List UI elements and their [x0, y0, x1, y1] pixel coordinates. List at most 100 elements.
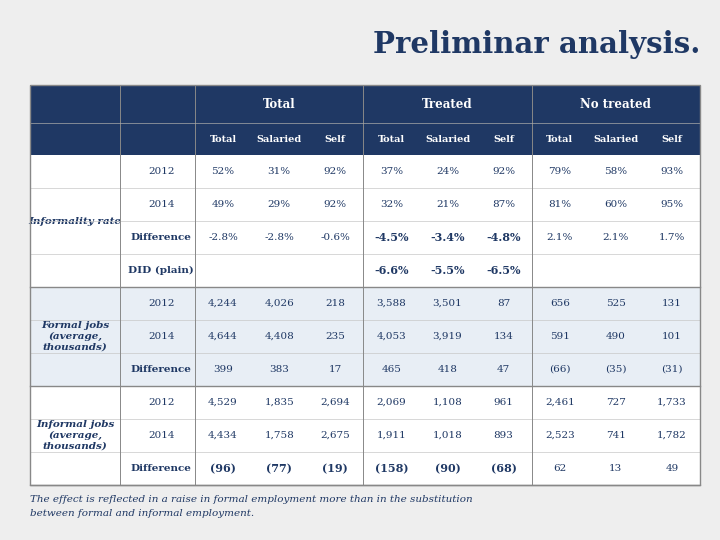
Text: 81%: 81%: [548, 200, 571, 209]
Text: 95%: 95%: [660, 200, 683, 209]
Text: 2,069: 2,069: [377, 398, 406, 407]
Text: 31%: 31%: [268, 167, 291, 176]
Text: Salaried: Salaried: [593, 134, 639, 144]
Text: -3.4%: -3.4%: [431, 232, 464, 243]
Text: 3,588: 3,588: [377, 299, 406, 308]
Text: Total: Total: [546, 134, 573, 144]
Text: (96): (96): [210, 463, 236, 474]
Text: 490: 490: [606, 332, 626, 341]
Text: 87: 87: [497, 299, 510, 308]
Text: Treated: Treated: [422, 98, 473, 111]
Text: 1,758: 1,758: [264, 431, 294, 440]
Text: 465: 465: [382, 365, 401, 374]
Text: Difference: Difference: [131, 365, 192, 374]
Text: 2012: 2012: [148, 299, 174, 308]
Text: 134: 134: [494, 332, 513, 341]
Text: 58%: 58%: [604, 167, 627, 176]
Bar: [30, 123, 700, 155]
Text: 4,244: 4,244: [208, 299, 238, 308]
Text: 1,782: 1,782: [657, 431, 687, 440]
Text: (19): (19): [323, 463, 348, 474]
Text: 893: 893: [494, 431, 513, 440]
Text: Preliminar analysis.: Preliminar analysis.: [373, 30, 700, 59]
Text: 2,694: 2,694: [320, 398, 350, 407]
Text: 4,529: 4,529: [208, 398, 238, 407]
Text: 656: 656: [550, 299, 570, 308]
Text: No treated: No treated: [580, 98, 652, 111]
Text: 1,835: 1,835: [264, 398, 294, 407]
Text: between formal and informal employment.: between formal and informal employment.: [30, 509, 254, 518]
Text: 21%: 21%: [436, 200, 459, 209]
Text: 92%: 92%: [324, 167, 347, 176]
Text: 1,733: 1,733: [657, 398, 687, 407]
Text: 79%: 79%: [548, 167, 571, 176]
Text: Informal jobs: Informal jobs: [36, 420, 114, 429]
Text: 418: 418: [438, 365, 457, 374]
Bar: [30, 85, 700, 485]
Text: 1,108: 1,108: [433, 398, 462, 407]
Text: 4,408: 4,408: [264, 332, 294, 341]
Text: 741: 741: [606, 431, 626, 440]
Text: (average,: (average,: [48, 332, 102, 341]
Text: (68): (68): [490, 463, 516, 474]
Text: 92%: 92%: [324, 200, 347, 209]
Text: 4,644: 4,644: [208, 332, 238, 341]
Bar: [30, 85, 700, 123]
Text: 49%: 49%: [212, 200, 235, 209]
Text: 13: 13: [609, 464, 623, 473]
Text: 727: 727: [606, 398, 626, 407]
Text: 62: 62: [553, 464, 567, 473]
Text: (77): (77): [266, 463, 292, 474]
Text: Difference: Difference: [131, 464, 192, 473]
Text: Difference: Difference: [131, 233, 192, 242]
Text: Self: Self: [325, 134, 346, 144]
Text: 1,911: 1,911: [377, 431, 406, 440]
Text: 17: 17: [328, 365, 342, 374]
Text: 3,501: 3,501: [433, 299, 462, 308]
Text: 961: 961: [494, 398, 513, 407]
Text: 383: 383: [269, 365, 289, 374]
Text: 131: 131: [662, 299, 682, 308]
Text: 60%: 60%: [604, 200, 627, 209]
Text: 32%: 32%: [380, 200, 403, 209]
Text: 24%: 24%: [436, 167, 459, 176]
Text: (average,: (average,: [48, 431, 102, 440]
Text: 2,675: 2,675: [320, 431, 350, 440]
Text: 52%: 52%: [212, 167, 235, 176]
Text: (90): (90): [435, 463, 460, 474]
Text: thousands): thousands): [42, 343, 107, 352]
Text: (66): (66): [549, 365, 570, 374]
Text: 37%: 37%: [380, 167, 403, 176]
Text: 3,919: 3,919: [433, 332, 462, 341]
Text: 2014: 2014: [148, 332, 174, 341]
Text: 4,434: 4,434: [208, 431, 238, 440]
Text: The effect is reflected in a raise in formal employment more than in the substit: The effect is reflected in a raise in fo…: [30, 495, 472, 504]
Text: 525: 525: [606, 299, 626, 308]
Text: -0.6%: -0.6%: [320, 233, 350, 242]
Text: 2012: 2012: [148, 167, 174, 176]
Text: 218: 218: [325, 299, 345, 308]
Text: DID (plain): DID (plain): [128, 266, 194, 275]
Text: 2.1%: 2.1%: [603, 233, 629, 242]
Bar: [30, 155, 700, 287]
Text: 2.1%: 2.1%: [546, 233, 573, 242]
Text: 2,461: 2,461: [545, 398, 575, 407]
Text: -4.8%: -4.8%: [487, 232, 521, 243]
Text: 87%: 87%: [492, 200, 516, 209]
Text: Self: Self: [662, 134, 683, 144]
Text: 1.7%: 1.7%: [659, 233, 685, 242]
Text: Salaried: Salaried: [256, 134, 302, 144]
Text: 235: 235: [325, 332, 345, 341]
Text: 4,026: 4,026: [264, 299, 294, 308]
Text: 399: 399: [213, 365, 233, 374]
Text: Informality rate: Informality rate: [29, 217, 122, 226]
Text: 29%: 29%: [268, 200, 291, 209]
Text: 2014: 2014: [148, 431, 174, 440]
Text: 47: 47: [497, 365, 510, 374]
Text: -6.6%: -6.6%: [374, 265, 409, 276]
Text: Total: Total: [210, 134, 237, 144]
Text: 49: 49: [665, 464, 678, 473]
Bar: [30, 386, 700, 485]
Bar: [30, 287, 700, 386]
Text: -6.5%: -6.5%: [487, 265, 521, 276]
